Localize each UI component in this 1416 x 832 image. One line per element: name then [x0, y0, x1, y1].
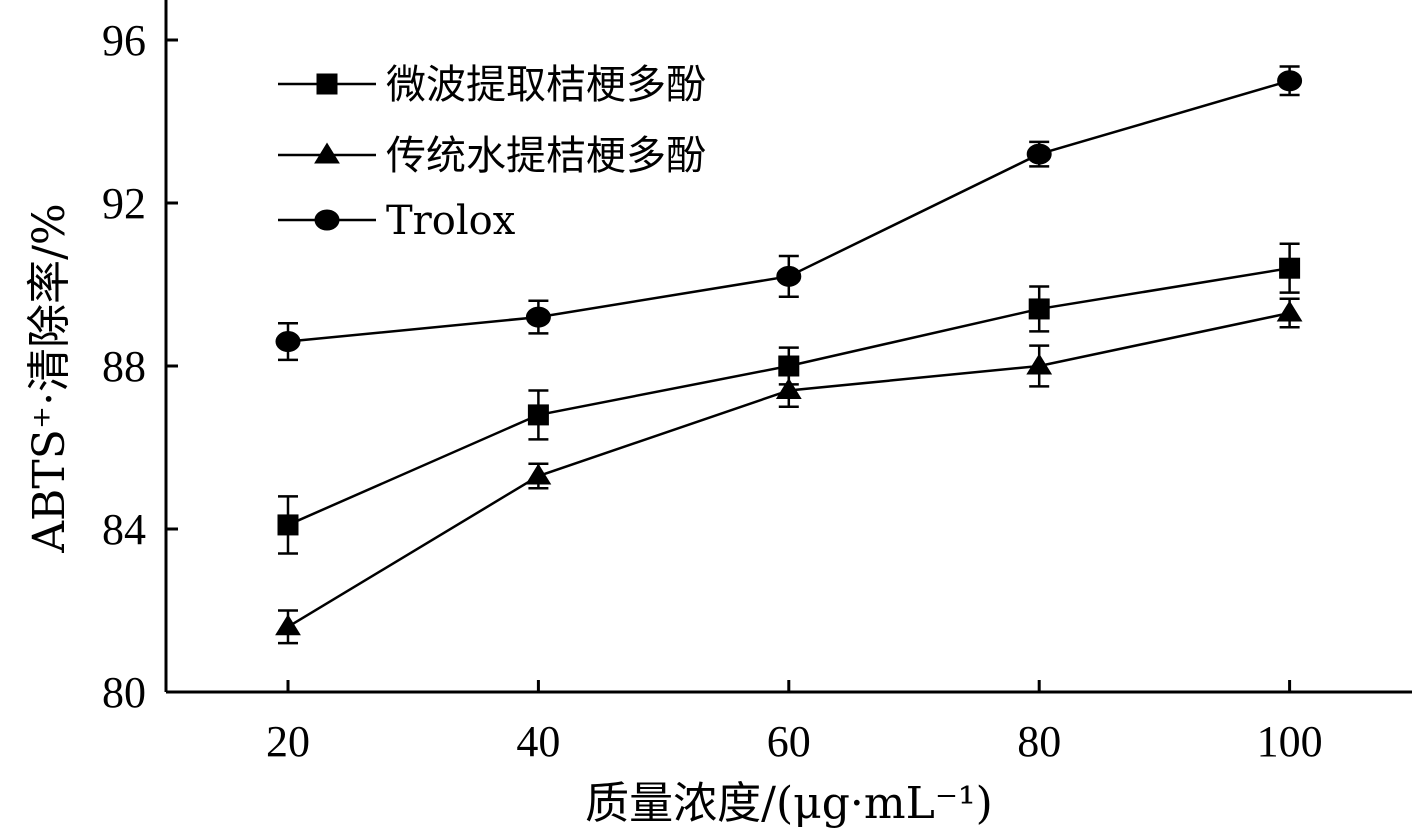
series-layer: [275, 65, 1303, 645]
legend-label: 传统水提桔梗多酚: [386, 133, 706, 179]
data-point: [277, 514, 299, 536]
x-ticks: 20 40 60 80 100: [266, 680, 1323, 766]
x-tick-label: 20: [266, 717, 310, 766]
data-point: [527, 404, 549, 426]
legend-item: 微波提取桔梗多酚: [278, 62, 706, 108]
legend-label: Trolox: [386, 198, 516, 244]
data-point: [525, 306, 551, 328]
legend-marker: [314, 142, 340, 164]
y-tick-label: 96: [102, 16, 146, 65]
data-point: [1279, 257, 1301, 279]
x-tick-label: 60: [767, 717, 811, 766]
series-circle: [275, 65, 1303, 362]
data-point: [776, 265, 802, 287]
legend-item: Trolox: [278, 198, 516, 244]
legend-marker: [316, 73, 338, 95]
legend-label: 微波提取桔梗多酚: [386, 62, 706, 108]
x-axis-title: 质量浓度/(μg·mL⁻¹): [585, 778, 993, 829]
y-axis-title: ABTS⁺·清除率/%: [24, 203, 75, 553]
series-square: [277, 242, 1301, 555]
y-ticks: 80 84 88 92 96: [102, 16, 178, 717]
x-tick-label: 80: [1017, 717, 1061, 766]
data-point: [275, 614, 301, 636]
data-point: [525, 463, 552, 485]
data-point: [275, 331, 301, 353]
data-point: [1026, 353, 1053, 375]
y-tick-label: 92: [102, 179, 146, 228]
data-point: [1277, 70, 1303, 92]
series-triangle: [275, 297, 1303, 645]
data-point: [1276, 300, 1303, 322]
x-tick-label: 100: [1257, 717, 1323, 766]
y-tick-label: 80: [102, 668, 146, 717]
x-tick-label: 40: [516, 717, 560, 766]
data-point: [1028, 298, 1050, 320]
legend-item: 传统水提桔梗多酚: [278, 133, 706, 179]
data-point: [1026, 143, 1052, 165]
data-point: [775, 377, 802, 399]
y-tick-label: 84: [102, 505, 146, 554]
y-tick-label: 88: [102, 342, 146, 391]
legend-marker: [314, 209, 340, 231]
